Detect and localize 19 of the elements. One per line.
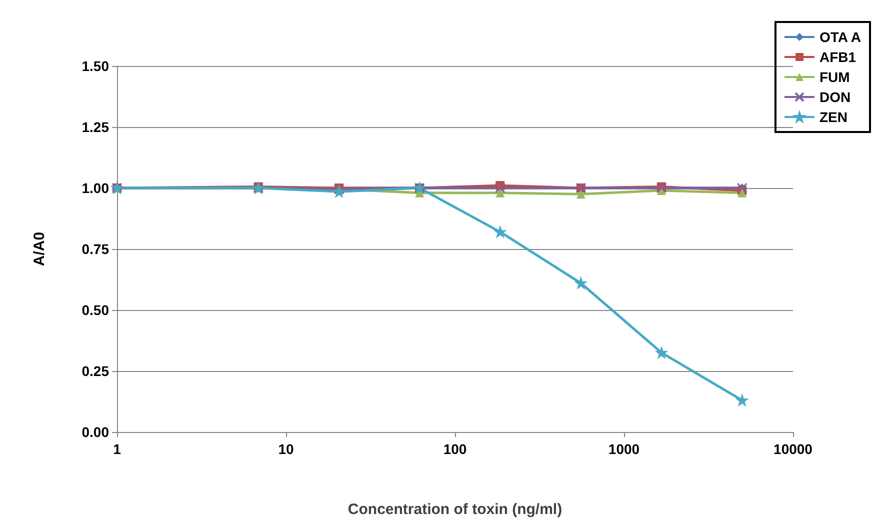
y-tick-label: 0.25: [82, 363, 110, 379]
y-tick-label: 1.50: [82, 58, 110, 74]
y-axis-title: A/A0: [31, 232, 48, 266]
x-tick-label: 1000: [608, 441, 640, 457]
x-tick-label: 10: [278, 441, 294, 457]
legend-label: FUM: [819, 69, 850, 85]
legend-label: OTA A: [819, 29, 861, 45]
legend-label: ZEN: [819, 109, 848, 125]
y-tick-label: 1.00: [82, 180, 110, 196]
x-tick-label: 100: [443, 441, 467, 457]
y-tick-label: 1.25: [82, 119, 110, 135]
x-axis-title: Concentration of toxin (ng/ml): [348, 501, 562, 518]
legend-label: AFB1: [819, 49, 856, 65]
x-tick-label: 1: [113, 441, 122, 457]
y-tick-label: 0.00: [82, 424, 110, 440]
y-tick-label: 0.50: [82, 302, 110, 318]
legend-label: DON: [819, 89, 851, 105]
x-tick-label: 10000: [774, 441, 813, 457]
y-tick-label: 0.75: [82, 241, 110, 257]
